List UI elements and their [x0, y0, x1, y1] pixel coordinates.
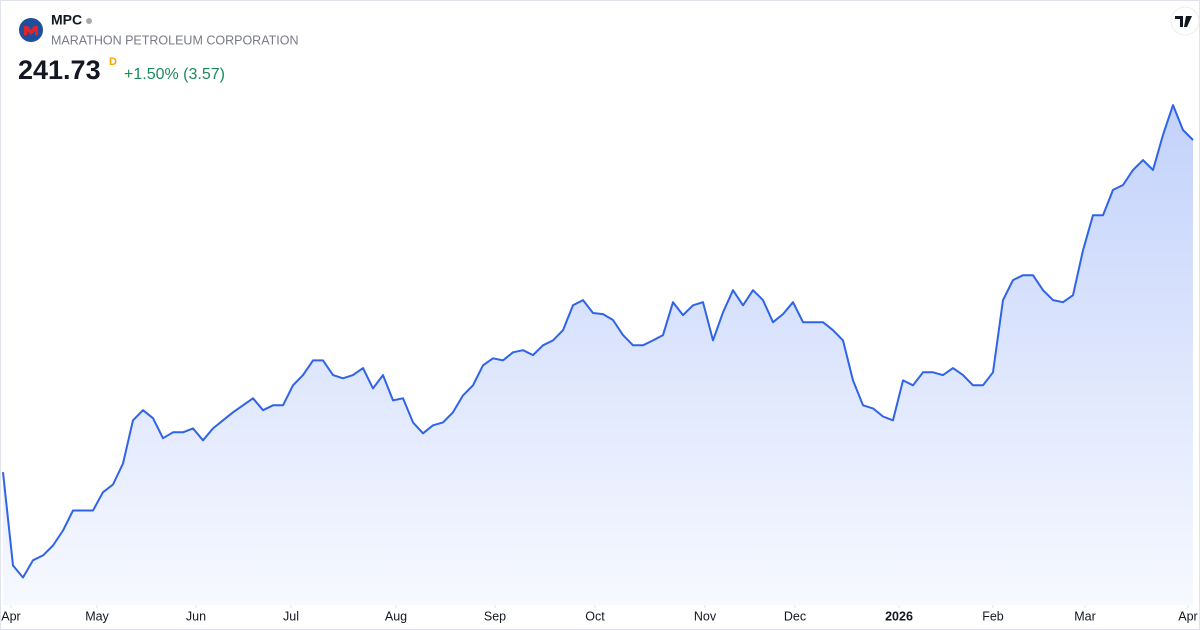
x-tick-label: Jun: [186, 609, 206, 623]
x-tick-label: Oct: [585, 609, 605, 623]
company-name: MARATHON PETROLEUM CORPORATION: [51, 33, 298, 47]
x-tick-label: 2026: [885, 609, 913, 623]
x-tick-label: Feb: [982, 609, 1004, 623]
price-line: [2, 104, 1194, 579]
x-tick-label: Dec: [784, 609, 806, 623]
tv-logo-bg: [1170, 6, 1200, 36]
x-tick-label: Jul: [283, 609, 299, 623]
price: 241.73: [18, 55, 101, 85]
x-tick-label: May: [85, 609, 109, 623]
logo-mark: [24, 26, 38, 35]
area-fill: [3, 105, 1193, 605]
x-tick-label: Mar: [1074, 609, 1096, 623]
x-tick-label: Sep: [484, 609, 506, 623]
tv-logo: [1175, 16, 1192, 27]
symbol: MPC: [51, 12, 82, 28]
plot-area: Apr May Jun Jul Aug Sep Oct Nov Dec 2026 Feb Mar Apr: [1, 104, 1198, 623]
x-tick-label: Nov: [694, 609, 717, 623]
x-tick-label: Apr: [1, 609, 20, 623]
x-tick-label: Apr: [1178, 609, 1197, 623]
status-dot: [86, 18, 92, 24]
interval: D: [109, 56, 117, 68]
price-change: +1.50% (3.57): [124, 66, 225, 83]
x-tick-label: Aug: [385, 609, 407, 623]
